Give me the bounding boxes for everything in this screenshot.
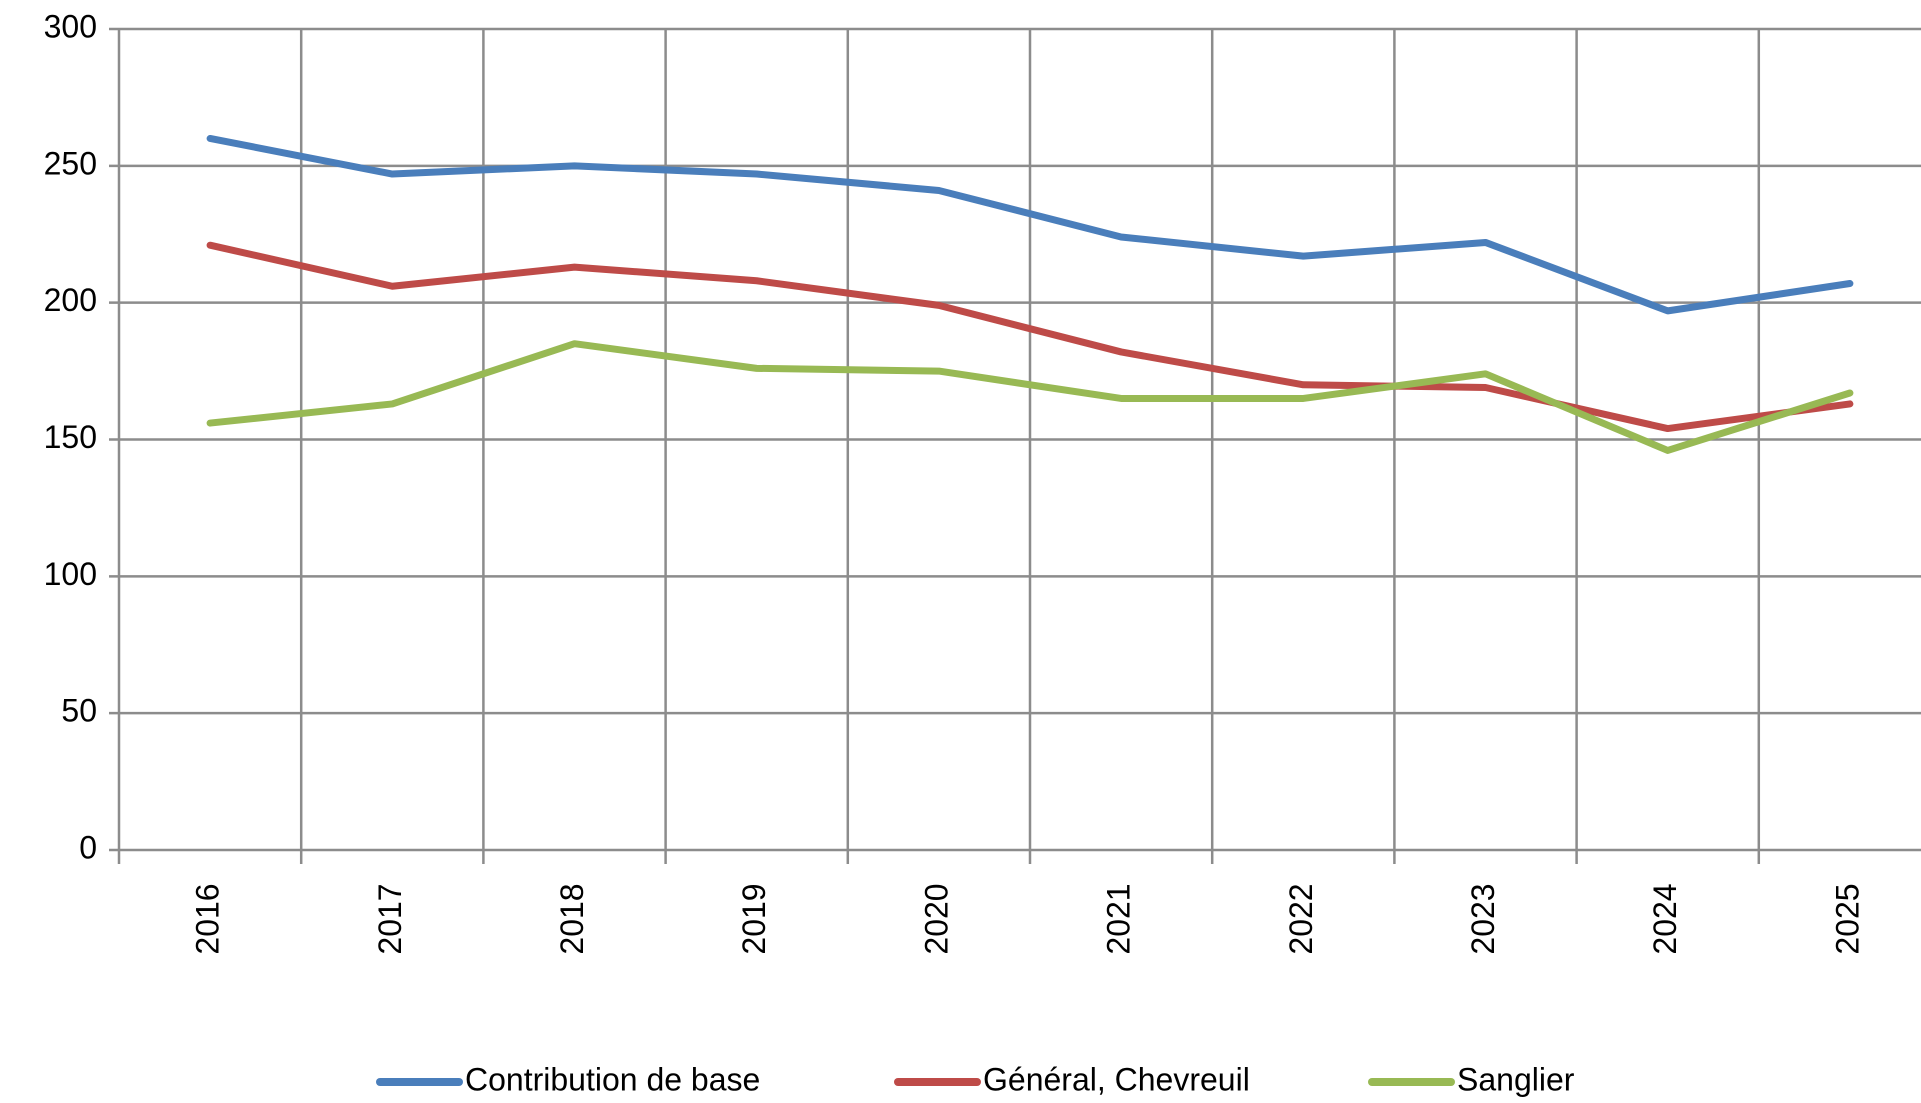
- x-tick-label: 2021: [1101, 883, 1137, 954]
- y-tick-label: 200: [44, 282, 97, 318]
- y-tick-label: 300: [44, 8, 97, 44]
- x-tick-label: 2018: [554, 883, 590, 954]
- legend-label: Général, Chevreuil: [983, 1061, 1250, 1097]
- x-tick-label: 2023: [1465, 883, 1501, 954]
- y-tick-label: 150: [44, 419, 97, 455]
- legend-label: Sanglier: [1457, 1061, 1575, 1097]
- x-tick-label: 2017: [372, 883, 408, 954]
- y-tick-label: 50: [61, 693, 97, 729]
- x-tick-label: 2025: [1829, 883, 1865, 954]
- series-line: [206, 134, 1854, 315]
- x-tick-label: 2022: [1283, 883, 1319, 954]
- x-tick-label: 2024: [1647, 883, 1683, 954]
- x-tick-label: 2020: [918, 883, 954, 954]
- x-tick-label: 2019: [736, 883, 772, 954]
- legend-label: Contribution de base: [465, 1061, 760, 1097]
- series-line: [206, 340, 1854, 454]
- y-tick-label: 250: [44, 145, 97, 181]
- series-line: [206, 241, 1854, 433]
- y-tick-label: 100: [44, 556, 97, 592]
- y-tick-label: 0: [79, 829, 97, 865]
- x-tick-label: 2016: [190, 883, 226, 954]
